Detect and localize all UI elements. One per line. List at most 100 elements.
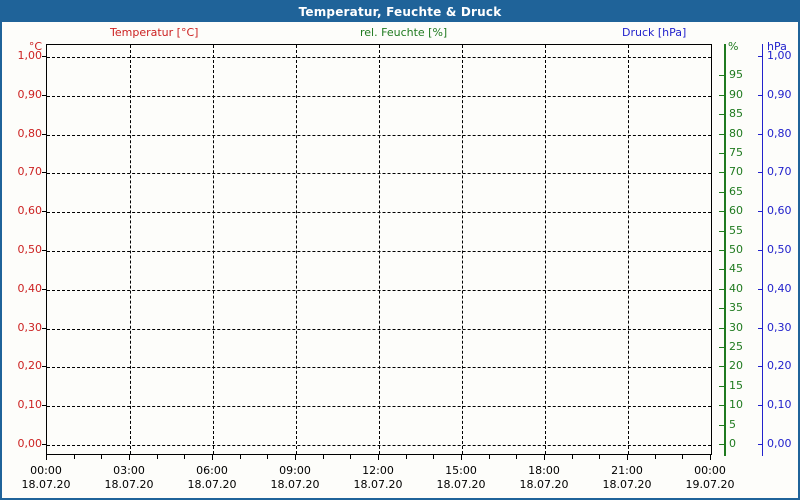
left-axis-tick-label: 0,80 (17, 126, 43, 140)
bottom-tick-minor (156, 455, 158, 459)
humidity-axis-tick (719, 133, 724, 135)
humidity-axis-tick-label: 70 (729, 165, 743, 179)
humidity-axis-tick (719, 153, 724, 154)
pressure-axis-tick-label: 0,10 (767, 398, 792, 412)
humidity-axis-tick (719, 327, 724, 329)
bottom-tick-minor (322, 455, 324, 459)
left-axis-tick-label: 0,70 (17, 165, 43, 179)
bottom-tick-minor (239, 455, 241, 459)
pressure-axis-tick-label: 0,80 (767, 126, 792, 140)
pressure-axis-tick (758, 405, 763, 407)
bottom-tick-major (295, 455, 296, 460)
humidity-axis-tick (719, 114, 724, 116)
pressure-axis-tick-label: 0,60 (767, 204, 792, 218)
humidity-axis-tick-label: 90 (729, 87, 743, 101)
bottom-tick-minor (488, 455, 490, 459)
tick-date: 18.07.20 (436, 478, 486, 491)
humidity-axis-tick-label: 25 (729, 340, 743, 353)
pressure-axis-tick-label: 0,00 (767, 437, 792, 450)
humidity-axis-tick-label: 65 (729, 184, 743, 198)
tick-time: 03:00 (113, 464, 145, 477)
tick-time: 00:00 (30, 464, 62, 477)
tick-date: 18.07.20 (270, 478, 320, 491)
bottom-tick-minor (516, 455, 518, 459)
bottom-tick-major (378, 455, 379, 460)
left-axis-tick-label: 0,00 (17, 437, 43, 450)
humidity-axis-tick (719, 347, 724, 348)
left-axis-unit: °C (28, 40, 42, 53)
tick-time: 06:00 (196, 464, 228, 477)
humidity-axis-line (724, 44, 726, 456)
left-axis-tick-label: 0,20 (17, 359, 43, 373)
pressure-axis-tick-label: 0,90 (767, 87, 792, 101)
humidity-axis-tick-label: 50 (729, 243, 743, 256)
tick-time: 15:00 (445, 464, 477, 477)
left-axis-tick-label: 0,30 (17, 320, 43, 334)
humidity-axis-tick (719, 424, 724, 426)
bottom-tick-minor (267, 455, 269, 459)
bottom-tick-major (46, 455, 47, 460)
tick-date: 18.07.20 (187, 478, 237, 491)
humidity-axis-tick (719, 366, 724, 368)
left-axis-tick (42, 288, 46, 290)
bottom-tick-minor (350, 455, 352, 459)
humidity-axis-tick-label: 85 (729, 107, 743, 121)
pressure-axis-tick (758, 56, 763, 57)
left-axis-tick (42, 405, 46, 407)
right-inner-axis-unit: % (728, 40, 739, 53)
right-outer-axis-unit: hPa (767, 40, 787, 53)
humidity-axis-tick (719, 211, 724, 213)
humidity-axis-tick-label: 45 (729, 262, 743, 276)
bottom-tick-minor (101, 455, 103, 459)
bottom-tick-major (627, 455, 628, 460)
left-axis-tick-label: 0,50 (17, 243, 43, 256)
humidity-axis-tick-label: 55 (729, 223, 743, 237)
humidity-axis-tick-label: 40 (729, 281, 743, 295)
humidity-axis-tick (719, 405, 724, 407)
tick-time: 21:00 (611, 464, 643, 477)
humidity-axis-tick (719, 94, 724, 96)
humidity-axis-tick (719, 191, 724, 193)
humidity-axis-tick-label: 60 (729, 204, 743, 218)
pressure-axis-tick-label: 1,00 (767, 49, 792, 62)
bottom-tick-minor (433, 455, 435, 459)
pressure-axis-tick (758, 288, 763, 290)
left-axis-tick-label: 0,90 (17, 87, 43, 101)
pressure-axis-tick-label: 0,30 (767, 320, 792, 334)
bottom-tick-minor (184, 455, 186, 459)
left-axis-tick (42, 444, 46, 445)
left-axis-tick (42, 56, 46, 57)
humidity-axis-tick-label: 80 (729, 126, 743, 140)
humidity-axis-tick (719, 288, 724, 290)
humidity-axis-tick (719, 385, 724, 387)
humidity-axis-tick-label: 75 (729, 146, 743, 159)
bottom-tick-major (212, 455, 213, 460)
pressure-axis-tick (758, 250, 763, 251)
bottom-tick-major (129, 455, 130, 460)
tick-time: 09:00 (279, 464, 311, 477)
humidity-axis-tick (719, 269, 724, 271)
pressure-axis-tick (758, 172, 763, 174)
humidity-axis-tick-label: 30 (729, 320, 743, 334)
humidity-axis-tick (719, 75, 724, 77)
bottom-tick-major (461, 455, 462, 460)
bottom-tick-major (544, 455, 545, 460)
humidity-axis-tick-label: 0 (729, 437, 736, 450)
pressure-axis-tick (758, 366, 763, 368)
tick-time: 00:00 (694, 464, 726, 477)
plot-area (46, 44, 712, 455)
humidity-axis-tick (719, 250, 724, 251)
tick-time: 18:00 (528, 464, 560, 477)
tick-date: 19.07.20 (685, 478, 735, 491)
bottom-tick-minor (73, 455, 75, 459)
pressure-axis-tick (758, 444, 763, 445)
pressure-axis-tick (758, 94, 763, 96)
tick-date: 18.07.20 (519, 478, 569, 491)
data-series-layer (47, 45, 711, 454)
window-title: Temperatur, Feuchte & Druck (2, 2, 798, 22)
humidity-axis-tick-label: 15 (729, 378, 743, 392)
pressure-axis-tick (758, 133, 763, 135)
bottom-tick-minor (571, 455, 573, 459)
bottom-tick-major (710, 455, 711, 460)
bottom-tick-minor (682, 455, 684, 459)
